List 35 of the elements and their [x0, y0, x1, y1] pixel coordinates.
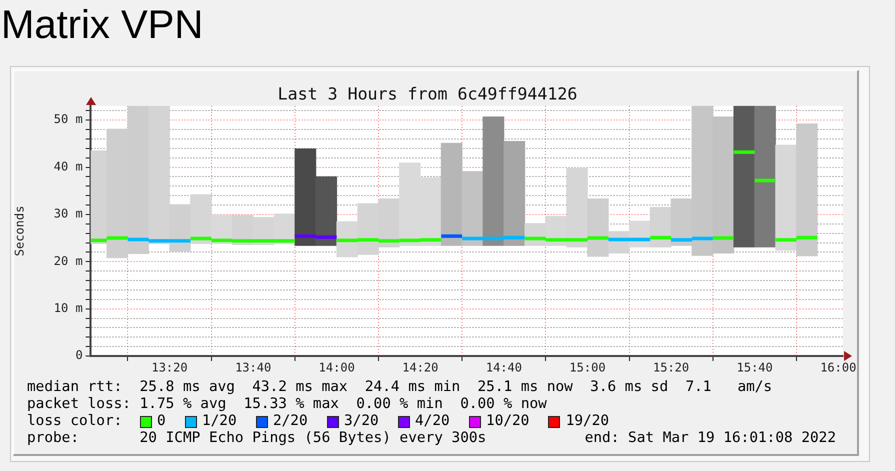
- legend-title: loss color:: [27, 413, 122, 430]
- x-tick-label: 14:00: [318, 360, 355, 374]
- legend-label: 10/20: [486, 413, 530, 430]
- legend-label: 2/20: [272, 413, 308, 430]
- legend-label: 19/20: [566, 413, 610, 430]
- x-tick-label: 15:40: [736, 360, 773, 374]
- y-tick-label: 40 m: [54, 159, 83, 174]
- text: median rtt: 25.8 ms avg 43.2 ms max 24.4 ms min 25.1 ms now 3.6 ms sd 7.1 am/s: [27, 379, 774, 396]
- text: probe: 20 ICMP Echo Pings (56 Bytes) every 300s: [27, 430, 486, 447]
- bar: [504, 140, 526, 246]
- bar: [482, 116, 504, 246]
- legend-label: 1/20: [202, 413, 237, 430]
- y-tick-label: 0: [75, 348, 83, 362]
- legend-label: 0: [156, 413, 166, 430]
- x-tick-label: 13:40: [235, 360, 272, 374]
- x-tick-label: 15:00: [569, 360, 606, 374]
- x-tick-label: 13:20: [151, 360, 188, 374]
- x-tick-label: 15:20: [653, 360, 690, 374]
- legend-label: 4/20: [415, 413, 450, 430]
- legend-label: 3/20: [344, 413, 379, 430]
- bar: [796, 124, 818, 256]
- y-tick-label: 50 m: [54, 112, 83, 126]
- text: packet loss: 1.75 % avg 15.33 % max 0.00 % min 0.00 % now: [27, 396, 548, 413]
- bar: [733, 106, 755, 248]
- y-tick-label: 30 m: [54, 206, 83, 221]
- x-tick-label: 16:00: [820, 360, 856, 374]
- chart-title: Matrix VPN: [1, 2, 204, 49]
- x-tick-label: 14:40: [486, 360, 522, 374]
- chart-subtitle: Last 3 Hours from 6c49ff944126: [278, 84, 578, 104]
- x-tick-label: 14:20: [402, 360, 438, 374]
- bar: [775, 144, 797, 251]
- y-tick-label: 10 m: [54, 300, 83, 315]
- y-axis-title: Seconds: [12, 206, 26, 256]
- y-tick-label: 20 m: [54, 254, 83, 268]
- text: end: Sat Mar 19 16:01:08 2022: [584, 430, 836, 447]
